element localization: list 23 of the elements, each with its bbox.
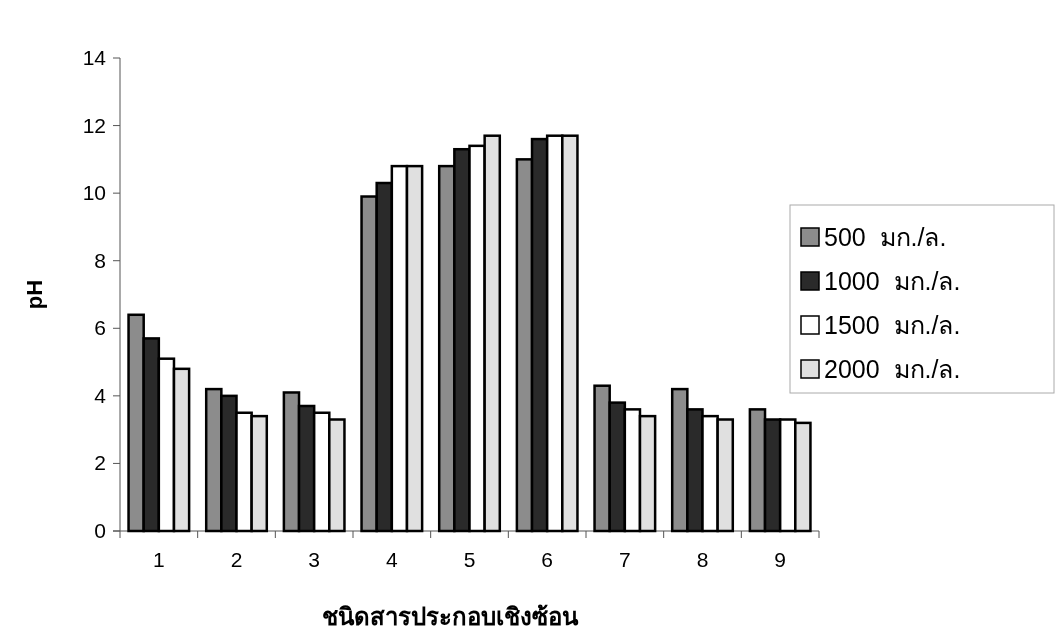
- legend-label: 500 มก./ล.: [824, 223, 947, 251]
- y-tick-label: 0: [94, 519, 106, 542]
- y-tick-label: 10: [82, 181, 106, 205]
- legend-label: 2000 มก./ล.: [824, 355, 961, 383]
- y-tick-label: 14: [82, 46, 107, 69]
- x-tick-label: 2: [230, 548, 243, 571]
- legend-label: 1000 มก./ล.: [824, 267, 961, 295]
- x-tick-label: 4: [385, 548, 398, 571]
- x-tick-label: 5: [463, 548, 476, 571]
- x-tick-label: 9: [774, 548, 787, 571]
- x-axis-title: ชนิดสารประกอบเชิงซ้อน: [321, 603, 579, 630]
- x-tick-label: 7: [618, 548, 631, 571]
- y-tick-label: 2: [94, 451, 106, 475]
- y-tick-label: 6: [94, 316, 106, 340]
- legend-label: 1500 มก./ล.: [824, 311, 961, 339]
- x-tick-label: 8: [696, 548, 709, 571]
- y-tick-label: 12: [82, 113, 106, 137]
- y-axis-title: pH: [22, 279, 47, 310]
- x-tick-label: 1: [152, 548, 165, 571]
- y-tick-label: 8: [94, 248, 106, 272]
- x-tick-label: 6: [541, 548, 554, 571]
- x-tick-label: 3: [308, 548, 321, 571]
- y-tick-label: 4: [94, 383, 107, 407]
